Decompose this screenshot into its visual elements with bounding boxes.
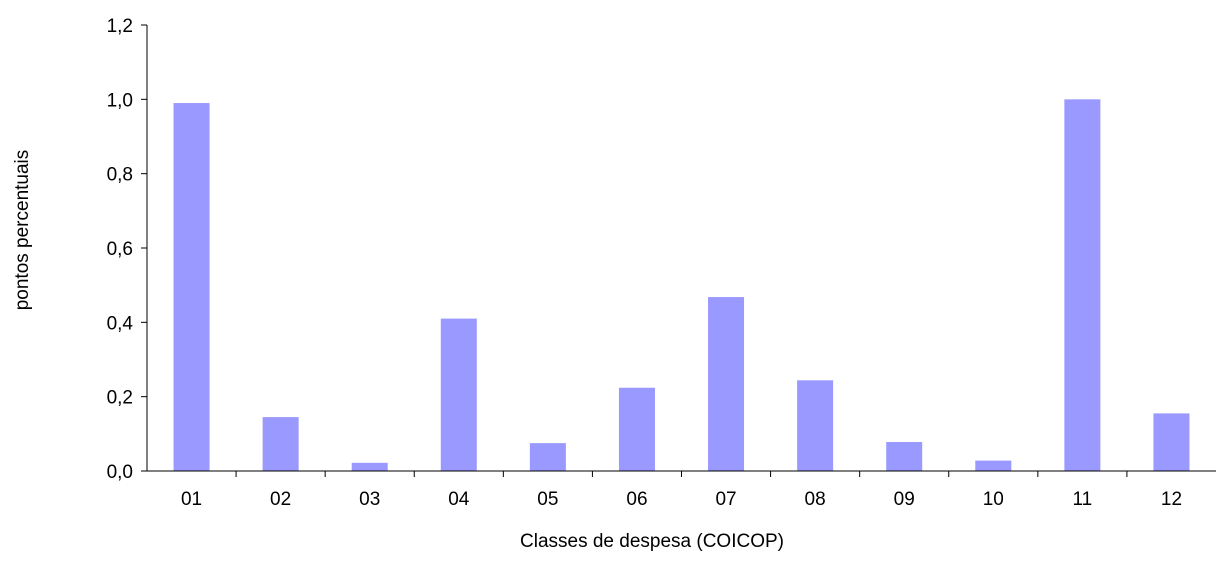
bars-group <box>173 99 1190 472</box>
y-tick-label: 0,8 <box>107 165 133 186</box>
x-tick-label: 08 <box>805 489 826 510</box>
x-tick-label: 02 <box>270 489 291 510</box>
bar-07 <box>708 297 745 471</box>
x-tick-label: 07 <box>715 489 736 510</box>
bar-09 <box>886 442 923 471</box>
x-tick-label: 11 <box>1073 489 1093 510</box>
bar-04 <box>440 318 477 471</box>
y-tick-label: 0,4 <box>107 313 134 334</box>
y-tick-label: 1,2 <box>107 16 133 37</box>
x-tick-label: 06 <box>626 489 647 510</box>
y-tick-label: 0,0 <box>107 462 133 483</box>
y-tick-label: 0,6 <box>107 239 133 260</box>
bar-11 <box>1064 99 1101 471</box>
y-ticks-group: 0,0 0,2 0,4 0,6 0,8 1,0 1,2 <box>107 16 147 483</box>
axes-group <box>146 25 1216 472</box>
bar-02 <box>262 417 299 471</box>
x-tick-label: 03 <box>359 489 380 510</box>
bar-06 <box>618 387 655 471</box>
x-tick-label: 09 <box>894 489 915 510</box>
x-tick-label: 05 <box>537 489 558 510</box>
y-tick-label: 0,2 <box>107 388 133 409</box>
bar-05 <box>529 443 566 471</box>
bar-03 <box>351 462 388 471</box>
x-tick-label: 12 <box>1161 489 1182 510</box>
x-tick-label: 10 <box>983 489 1004 510</box>
x-tick-label: 04 <box>448 489 470 510</box>
x-ticks-group: 01 02 03 04 05 06 07 08 09 10 11 12 <box>181 471 1182 510</box>
bar-10 <box>975 460 1012 471</box>
y-axis-title: pontos percentuais <box>12 150 33 311</box>
x-tick-label: 01 <box>181 489 202 510</box>
y-tick-label: 1,0 <box>107 90 133 111</box>
bar-08 <box>797 380 834 471</box>
x-axis-title: Classes de despesa (COICOP) <box>520 531 784 552</box>
bar-12 <box>1153 413 1190 471</box>
bar-01 <box>173 103 210 472</box>
